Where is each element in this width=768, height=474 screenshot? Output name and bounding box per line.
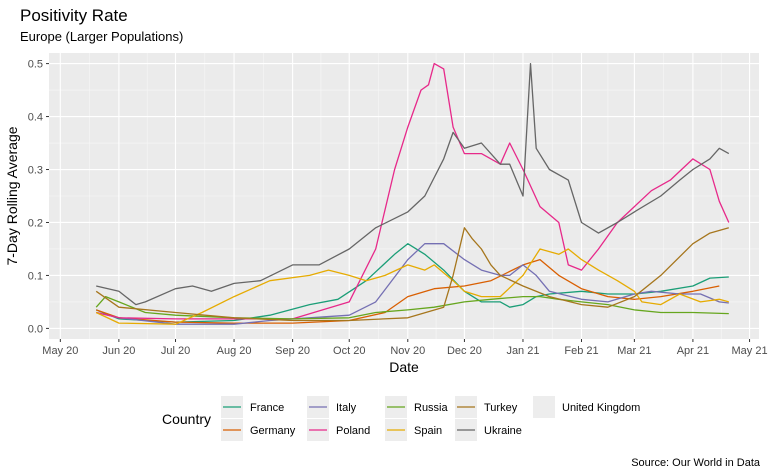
x-tick-label: Apr 21 — [677, 345, 709, 357]
y-tick-label: 0.5 — [28, 59, 43, 71]
legend-label: Spain — [414, 425, 442, 437]
legend-key — [533, 396, 555, 418]
legend-label: Italy — [336, 402, 357, 414]
legend-label: France — [250, 402, 284, 414]
series-line-turkey — [95, 227, 729, 322]
series-line-spain — [95, 248, 729, 325]
x-tick-label: Jul 20 — [161, 345, 190, 357]
x-tick-label: May 20 — [42, 345, 78, 357]
y-tick-label: 0.4 — [28, 112, 43, 124]
x-tick-label: Mar 21 — [617, 345, 651, 357]
series-line-russia — [95, 295, 729, 320]
x-tick-label: Aug 20 — [217, 345, 252, 357]
legend-label: Poland — [336, 425, 370, 437]
source-caption: Source: Our World in Data — [631, 457, 761, 469]
legend-label: United Kingdom — [562, 402, 640, 414]
legend-label: Germany — [250, 425, 296, 437]
y-tick-label: 0.0 — [28, 323, 43, 335]
x-axis-title: Date — [389, 359, 419, 375]
series-line-ukraine — [96, 62, 730, 306]
legend-label: Ukraine — [484, 425, 522, 437]
x-tick-label: Jan 21 — [506, 345, 539, 357]
y-axis: 0.0 0.1 0.2 0.3 0.4 0.5 — [28, 59, 49, 335]
y-tick-label: 0.1 — [28, 270, 43, 282]
x-tick-label: Oct 20 — [333, 345, 365, 357]
legend-label: Russia — [414, 402, 449, 414]
legend-title: Country — [162, 411, 211, 427]
legend-label: Turkey — [484, 402, 518, 414]
series-line-france — [95, 243, 729, 323]
y-axis-title: 7-Day Rolling Average — [4, 126, 20, 265]
chart-subtitle: Europe (Larger Populations) — [20, 29, 183, 44]
legend: Country France Germany Italy Poland Russia Sp… — [162, 396, 640, 441]
series-layer — [95, 62, 730, 325]
x-tick-label: Jun 20 — [102, 345, 135, 357]
series-line-poland — [96, 62, 730, 320]
chart-title: Positivity Rate — [20, 6, 128, 25]
x-tick-label: May 21 — [732, 345, 768, 357]
x-axis: May 20 Jun 20 Jul 20 Aug 20 Sep 20 Oct 20 Nov … — [42, 339, 768, 357]
x-tick-label: Sep 20 — [275, 345, 310, 357]
y-tick-label: 0.2 — [28, 217, 43, 229]
x-tick-label: Dec 20 — [447, 345, 482, 357]
x-tick-label: Feb 21 — [564, 345, 598, 357]
x-tick-label: Nov 20 — [390, 345, 425, 357]
y-tick-label: 0.3 — [28, 165, 43, 177]
